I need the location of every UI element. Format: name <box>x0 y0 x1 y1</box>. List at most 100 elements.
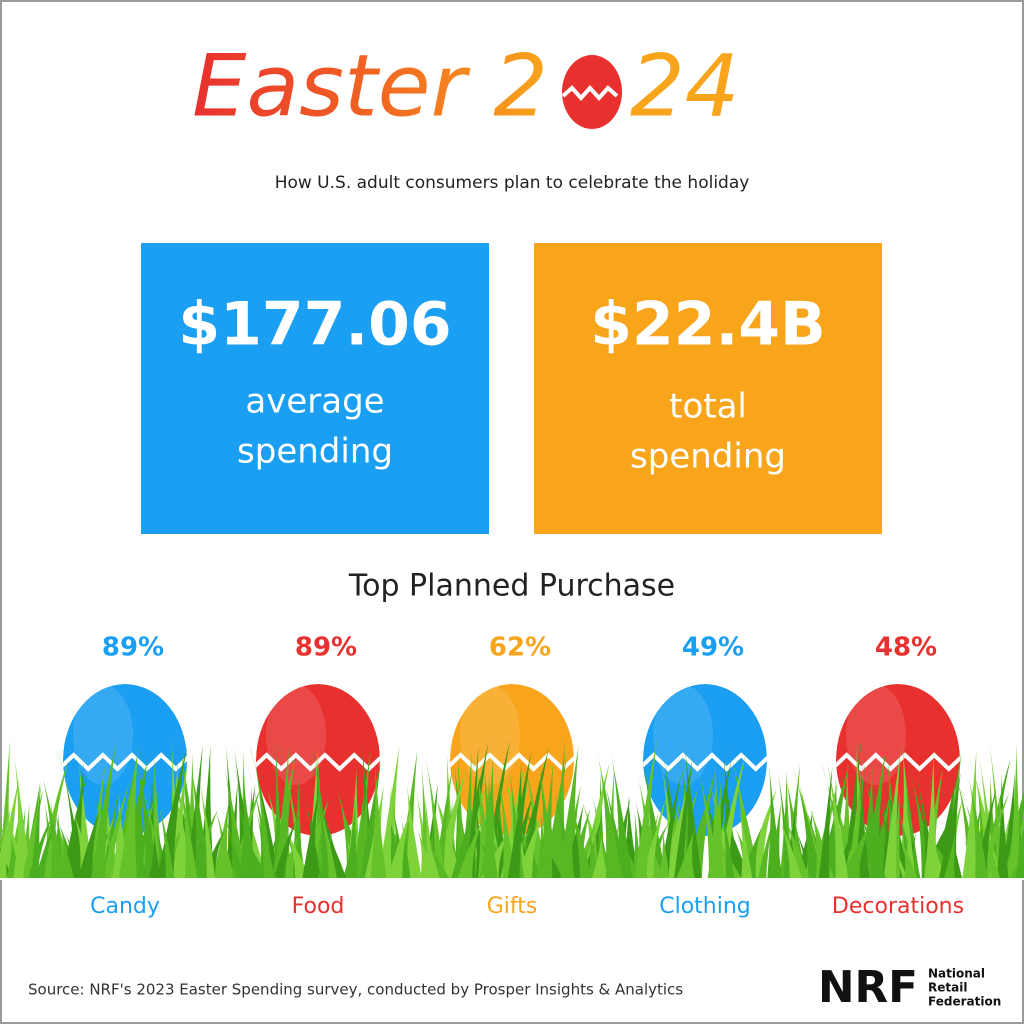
egg-crack <box>643 752 767 772</box>
percent-label: 89% <box>102 633 164 663</box>
grass-blade <box>782 812 810 878</box>
grass-blade <box>758 820 773 878</box>
grass-blade <box>91 741 117 878</box>
grass-blade <box>904 791 916 878</box>
grass <box>0 738 1024 878</box>
grass-blade <box>178 772 198 878</box>
grass-blade <box>507 751 532 878</box>
grass-blade <box>962 748 980 878</box>
logo-text: Retail <box>928 981 967 995</box>
grass-blade <box>539 762 554 878</box>
grass-blade <box>118 745 139 878</box>
grass-blade <box>560 825 575 878</box>
grass-blade <box>273 819 297 878</box>
grass-blade <box>370 764 387 878</box>
grass-blade <box>475 765 497 878</box>
percent-label: 49% <box>682 633 744 663</box>
grass-blade <box>30 784 41 878</box>
grass-blade <box>222 758 247 878</box>
grass-blade <box>841 821 873 878</box>
category-label: Food <box>292 894 345 919</box>
grass-blade <box>71 761 85 878</box>
grass-blade <box>423 745 445 878</box>
grass-blade <box>818 767 833 878</box>
grass-blade <box>239 772 257 878</box>
grass-blade <box>595 743 623 878</box>
grass-blade <box>112 793 125 878</box>
grass-blade <box>482 759 498 878</box>
grass-blade <box>859 757 885 878</box>
grass-blade <box>944 832 956 878</box>
grass-blade <box>718 806 749 878</box>
grass-blade <box>659 829 670 878</box>
stat-box <box>534 243 882 534</box>
grass-blade <box>238 828 269 878</box>
category-label: Candy <box>90 894 160 919</box>
percent-label: 48% <box>875 633 937 663</box>
grass-blade <box>387 809 412 878</box>
grass-blade <box>381 784 392 878</box>
stat-label: total <box>669 387 747 427</box>
stat-label: spending <box>630 437 786 477</box>
grass-blade <box>939 772 961 878</box>
grass-blade <box>143 816 153 878</box>
grass-blade <box>391 803 408 878</box>
egg-shine <box>653 685 713 785</box>
grass-blade <box>148 834 162 878</box>
grass-blade <box>857 809 886 878</box>
grass-blade <box>278 817 311 878</box>
section-heading: Top Planned Purchase <box>348 569 675 604</box>
egg-crack <box>256 752 380 772</box>
grass-blade <box>123 821 149 878</box>
grass-blade <box>707 780 725 878</box>
grass-blade <box>78 808 100 878</box>
stat-value: $177.06 <box>178 290 451 360</box>
egg-crack <box>63 752 187 772</box>
grass-blade <box>13 819 24 878</box>
grass-blade <box>791 764 823 878</box>
grass-blade <box>239 790 267 878</box>
stat-label: average <box>245 382 384 422</box>
grass-blade <box>931 835 945 878</box>
percent-label: 62% <box>489 633 551 663</box>
grass-blade <box>563 803 584 878</box>
grass-blade <box>156 794 175 878</box>
grass-blade <box>718 794 735 878</box>
grass-blade <box>684 743 702 878</box>
grass-blade <box>497 770 516 878</box>
grass-blade <box>405 784 422 878</box>
grass-blade <box>899 835 918 878</box>
grass-blade <box>220 806 244 878</box>
grass-blade <box>353 749 371 878</box>
grass-blade <box>1016 816 1024 878</box>
grass-blade <box>320 818 347 878</box>
grass-blade <box>562 781 593 878</box>
grass-blade <box>196 767 216 878</box>
grass-blade <box>247 766 274 878</box>
subtitle: How U.S. adult consumers plan to celebra… <box>275 173 750 193</box>
grass-blade <box>717 755 746 878</box>
category-label: Gifts <box>487 894 538 919</box>
grass-blade <box>537 753 557 878</box>
grass-blade <box>302 786 320 878</box>
grass-blade <box>728 744 760 878</box>
grass-blade <box>827 777 858 878</box>
grass-blade <box>890 789 900 878</box>
percent-label: 89% <box>295 633 357 663</box>
grass-blade <box>451 798 477 878</box>
grass-blade <box>457 819 483 878</box>
egg-shine <box>460 685 520 785</box>
grass-blade <box>0 806 11 878</box>
source-note: Source: NRF's 2023 Easter Spending surve… <box>28 981 683 999</box>
grass-blade <box>966 768 988 878</box>
ground-line <box>0 878 1024 880</box>
logo-mark: NRF <box>818 962 918 1013</box>
grass-blade <box>35 818 57 878</box>
grass-blade <box>634 738 658 878</box>
category-label: Clothing <box>659 894 751 919</box>
grass-blade <box>996 773 1009 878</box>
grass-blade <box>213 802 235 878</box>
grass-blade <box>61 832 75 878</box>
egg-shine <box>846 685 906 785</box>
